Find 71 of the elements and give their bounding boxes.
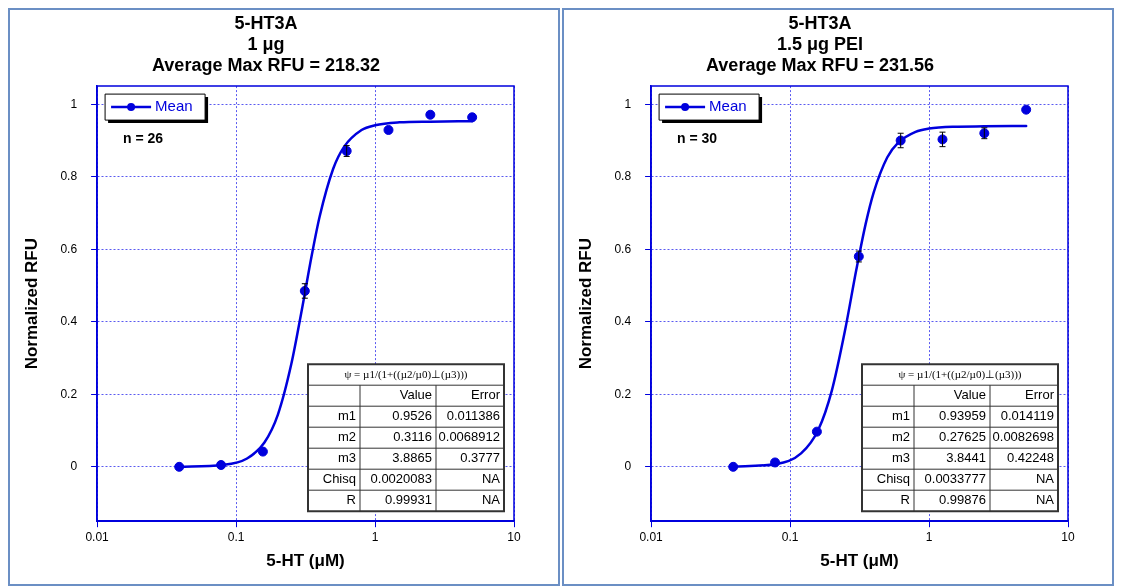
annotation: n = 30 [677, 129, 718, 146]
y-axis-title: Normalized RFU [21, 238, 41, 370]
annotation: n = 26 [123, 129, 164, 146]
legend-label: Mean [709, 97, 747, 115]
y-tick-label: 0.2 [60, 386, 78, 401]
annotation: ψ = µ1/(1+((µ2/µ0)⊥(µ3))) [344, 367, 468, 381]
annotation: Error [471, 387, 501, 403]
annotation: 0.0082698 [992, 429, 1054, 445]
annotation: m1 [337, 408, 356, 424]
annotation: Chisq [322, 471, 356, 487]
y-tick-label: 0 [70, 459, 78, 474]
annotation: 0.93959 [939, 408, 986, 424]
annotation: Value [399, 387, 432, 403]
x-tick-label: 0.1 [781, 529, 799, 544]
annotation: NA [1035, 471, 1055, 487]
x-tick-label: 1 [925, 529, 933, 544]
annotation: ψ = µ1/(1+((µ2/µ0)⊥(µ3))) [898, 367, 1022, 381]
x-tick-label: 10 [507, 529, 521, 544]
y-axis-title: Normalized RFU [575, 238, 595, 370]
point [1021, 104, 1032, 115]
annotation: m2 [337, 429, 356, 445]
point [467, 112, 478, 123]
annotation: 0.0020083 [370, 471, 432, 487]
y-tick-label: 0.8 [60, 169, 78, 184]
annotation: 0.3116 [393, 429, 432, 445]
annotation: 3.8441 [946, 450, 986, 466]
annotation: 0.27625 [939, 429, 986, 445]
annotation: m3 [891, 450, 910, 466]
point [257, 446, 268, 457]
annotation: 0.3777 [460, 450, 500, 466]
annotation: 0.0068912 [438, 429, 500, 445]
y-tick-label: 0.6 [60, 241, 78, 256]
legend-label: Mean [155, 97, 193, 115]
annotation: Value [953, 387, 986, 403]
chart-title: 5-HT3A 1.5 μg PEI Average Max RFU = 231.56 [706, 13, 934, 75]
annotation: 0.9526 [392, 408, 432, 424]
x-axis-title: 5-HT (μM) [266, 551, 345, 571]
point [425, 109, 436, 120]
y-tick-label: 0.6 [614, 241, 632, 256]
annotation: 3.8865 [392, 450, 432, 466]
annotation: m3 [337, 450, 356, 466]
x-tick-label: 0.01 [639, 529, 664, 544]
y-tick-label: 0.4 [60, 314, 78, 329]
annotation: 0.011386 [446, 408, 500, 424]
annotation: NA [1035, 492, 1055, 508]
annotation: NA [481, 492, 501, 508]
x-tick-label: 0.1 [227, 529, 245, 544]
y-tick-label: 1 [70, 96, 78, 111]
annotation: NA [481, 471, 501, 487]
annotation: Error [1025, 387, 1055, 403]
y-tick-label: 0.2 [614, 386, 632, 401]
point [383, 124, 394, 135]
annotation: R [346, 492, 356, 508]
chart-title: 5-HT3A 1 μg Average Max RFU = 218.32 [152, 13, 380, 75]
annotation: R [900, 492, 910, 508]
annotation: m1 [891, 408, 910, 424]
y-tick-label: 0.8 [614, 169, 632, 184]
x-axis-title: 5-HT (μM) [820, 551, 899, 571]
annotation: Chisq [876, 471, 910, 487]
annotation: 0.014119 [1000, 408, 1054, 424]
x-tick-label: 10 [1061, 529, 1075, 544]
annotation: 0.99876 [939, 492, 986, 508]
y-tick-label: 0.4 [614, 314, 632, 329]
y-tick-label: 1 [624, 96, 632, 111]
annotation: 0.0033777 [924, 471, 986, 487]
x-tick-label: 0.01 [85, 529, 110, 544]
annotation: 0.99931 [385, 492, 432, 508]
x-tick-label: 1 [371, 529, 379, 544]
y-tick-label: 0 [624, 459, 632, 474]
annotation: 0.42248 [1007, 450, 1054, 466]
annotation: m2 [891, 429, 910, 445]
